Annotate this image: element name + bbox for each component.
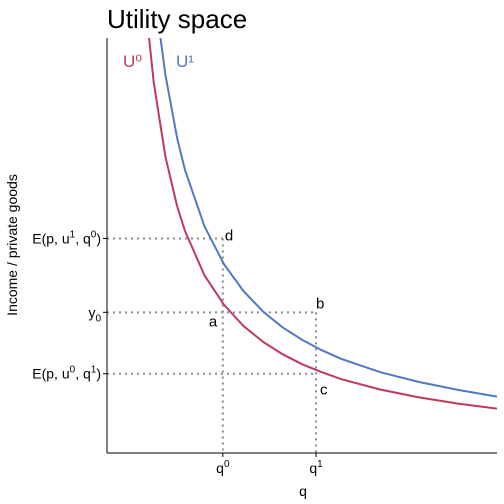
chart-title: Utility space [107,4,247,34]
point-label-b: b [316,295,324,312]
y-tick-label-E0: E(p, u0, q1) [32,365,101,382]
point-label-d: d [225,227,233,244]
curve-label-0: U⁰ [123,52,142,71]
indifference-curves [148,38,497,410]
y-tick-label-E1: E(p, u1, q0) [32,229,101,246]
curve-label-1: U¹ [176,52,194,71]
x-tick-label-q1: q1 [309,459,323,476]
guide-lines [107,237,318,453]
x-axis-label: q [299,483,307,499]
curve-labels: U⁰ U¹ [123,52,194,71]
series-line-0 [148,38,497,410]
y-axis-label: Income / private goods [4,174,20,316]
point-labels: a b c d [209,227,328,398]
y-tick-label-y0: y0 [88,304,101,324]
y-tick-labels: E(p, u1, q0) y0 E(p, u0, q1) [32,229,107,382]
point-label-c: c [320,382,328,399]
point-label-a: a [209,313,218,330]
x-tick-label-q0: q0 [216,459,230,476]
x-tick-labels: q0 q1 [216,453,323,476]
series-line-1 [159,38,497,398]
